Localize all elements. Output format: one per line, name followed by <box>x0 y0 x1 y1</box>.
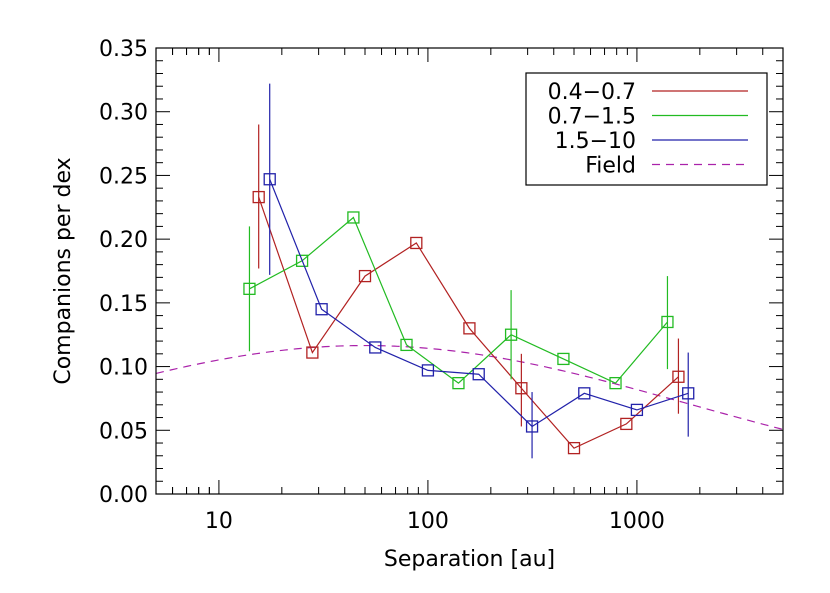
y-tick-label: 0.30 <box>99 101 148 126</box>
y-tick-label: 0.20 <box>99 228 148 253</box>
data-point-0-5 <box>515 382 528 395</box>
data-point-0-4 <box>463 322 476 335</box>
data-point-2-6 <box>578 387 591 400</box>
data-point-0-1 <box>306 346 319 359</box>
legend-label: 0.7−1.5 <box>548 105 636 130</box>
y-tick-label: 0.05 <box>99 419 148 444</box>
data-point-2-0 <box>263 173 276 186</box>
data-point-0-2 <box>358 269 372 283</box>
data-point-0-8 <box>672 370 685 383</box>
data-point-1-5 <box>504 328 518 341</box>
data-point-1-6 <box>557 352 570 366</box>
y-tick-label: 0.00 <box>99 483 148 508</box>
x-tick-label: 1000 <box>609 509 665 534</box>
data-point-2-1 <box>315 303 328 316</box>
plot-area <box>156 83 783 459</box>
data-point-1-7 <box>609 376 622 390</box>
legend-box <box>525 72 768 186</box>
data-point-2-7 <box>630 403 644 417</box>
data-point-1-3 <box>400 338 413 352</box>
axes: 10 100 1000 0.00 0.05 0.10 0.15 0.20 0.25 0.30 0.3… <box>99 37 784 534</box>
data-point-2-8 <box>682 387 695 400</box>
y-axis-label: Companions per dex <box>51 157 76 384</box>
data-point-1-4 <box>452 376 465 390</box>
x-tick-label: 10 <box>205 509 233 534</box>
legend-label: 0.4−0.7 <box>548 80 636 105</box>
series-line-2 <box>269 179 689 428</box>
data-point-0-7 <box>620 417 633 431</box>
data-point-0-3 <box>410 236 423 250</box>
data-point-1-8 <box>661 315 674 329</box>
legend-label: Field <box>585 154 636 179</box>
data-point-0-0 <box>252 190 265 204</box>
data-point-1-2 <box>347 211 360 224</box>
y-tick-label: 0.25 <box>99 164 148 189</box>
data-point-1-1 <box>295 254 309 267</box>
series-line-1 <box>249 216 668 384</box>
x-axis-label: Separation [au] <box>384 547 555 572</box>
data-point-2-4 <box>472 368 485 381</box>
y-tick-label: 0.35 <box>99 37 148 62</box>
data-point-0-6 <box>567 441 581 455</box>
plot-frame <box>155 47 784 495</box>
data-point-2-2 <box>369 341 382 354</box>
legend-label: 1.5−10 <box>555 129 636 154</box>
data-point-2-5 <box>525 420 539 433</box>
y-tick-label: 0.10 <box>99 356 148 381</box>
x-tick-label: 100 <box>407 509 449 534</box>
y-tick-label: 0.15 <box>99 292 148 317</box>
data-point-2-3 <box>421 364 435 377</box>
series-line-0 <box>258 196 679 449</box>
data-point-1-0 <box>243 282 256 295</box>
